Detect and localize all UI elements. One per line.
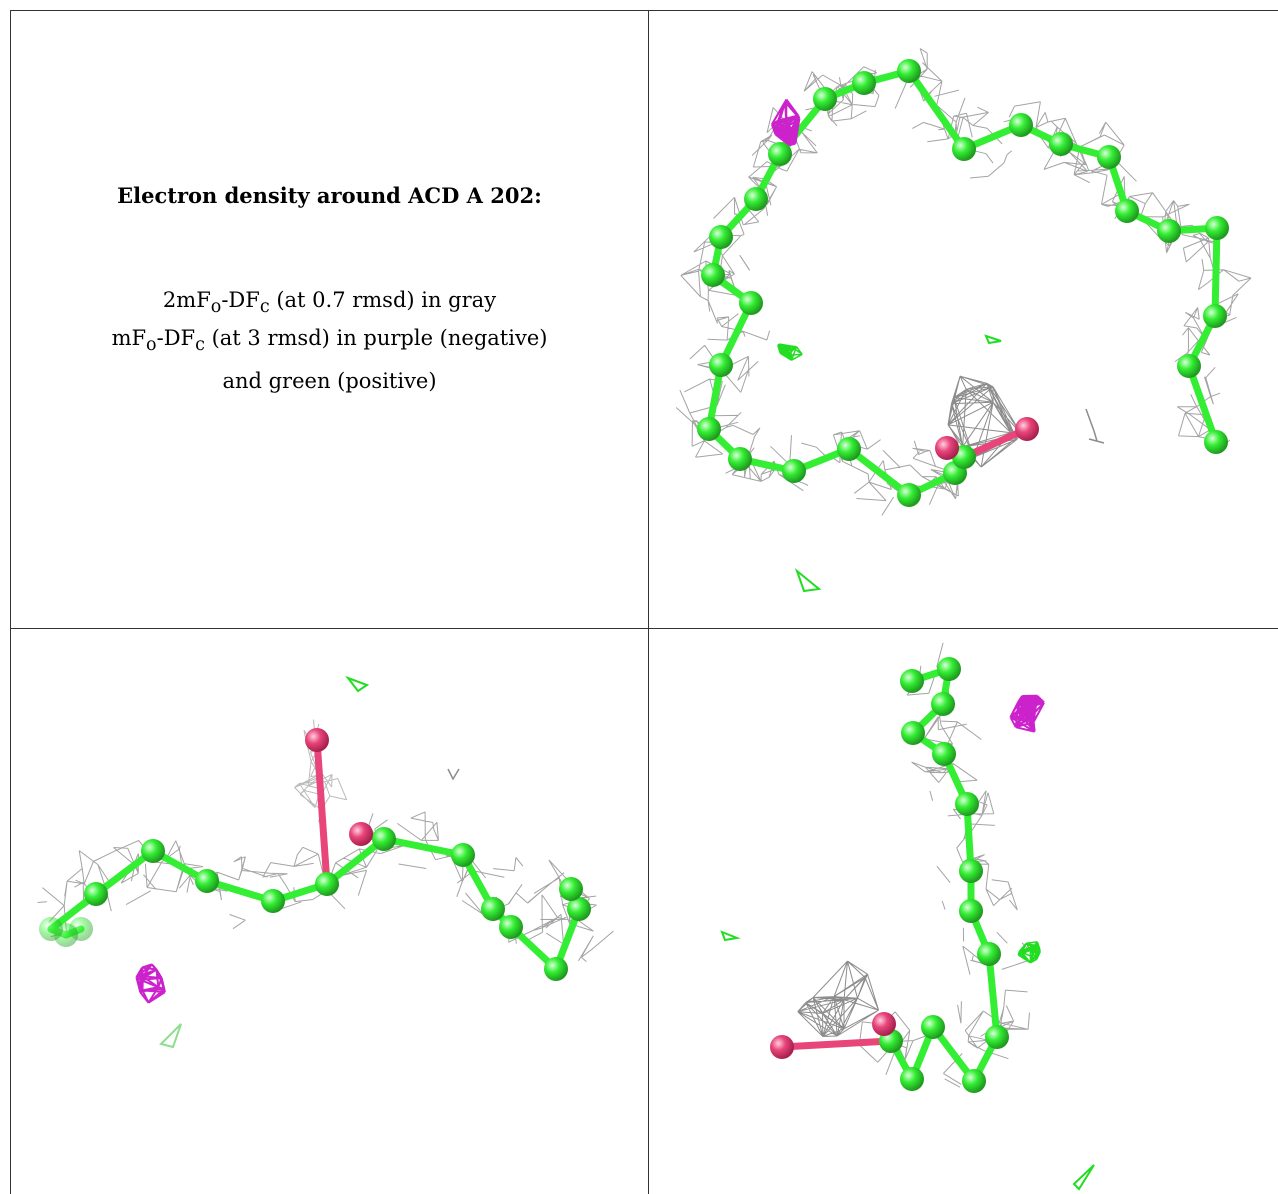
density-render-bottom-right [720, 642, 1095, 1191]
carbon-atom [852, 71, 876, 95]
view-bottom-right [649, 629, 1278, 1194]
carbon-atom [701, 263, 725, 287]
carbon-atom [900, 1067, 924, 1091]
carbon-atom [921, 1015, 945, 1039]
carbon-atom [897, 59, 921, 83]
mesh-fofc-negative [1009, 694, 1045, 733]
mesh-fofc-positive [159, 1023, 182, 1049]
ligand-acd-a-202 [697, 59, 1229, 507]
carbon-atom [1009, 113, 1033, 137]
caption-line-fofc: mFo-DFc (at 3 rmsd) in purple (negative) [111, 326, 548, 356]
caption-line-2fofc: 2mFo-DFc (at 0.7 rmsd) in gray [162, 288, 497, 318]
density-render-bottom-left [37, 675, 614, 1049]
carbon-atom [739, 291, 763, 315]
carbon-atom [897, 483, 921, 507]
carbon-atom [955, 792, 979, 816]
carbon-bond [1211, 224, 1221, 320]
carbon-atom [1203, 304, 1227, 328]
carbon-atom [567, 897, 591, 921]
mesh-2fofc-fragment [447, 768, 460, 781]
carbon-atom [782, 459, 806, 483]
carbon-atom [977, 942, 1001, 966]
carbon-atom [1177, 354, 1201, 378]
oxygen-atom [770, 1035, 794, 1059]
mesh-fofc-positive [345, 675, 370, 693]
oxygen-bond [778, 1037, 895, 1051]
oxygen-atom [872, 1012, 896, 1036]
carbon-atom [744, 187, 768, 211]
carbon-atom [499, 915, 523, 939]
mesh-fofc-positive [777, 343, 803, 361]
carbon-atom [141, 839, 165, 863]
carbon-atom [84, 882, 108, 906]
oxygen-atom [935, 436, 959, 460]
mesh-fofc-positive [984, 334, 1002, 345]
carbon-atom [481, 897, 505, 921]
carbon-atom [1205, 216, 1229, 240]
mesh-2fofc-fragment [1085, 408, 1105, 444]
carbon-atom [709, 353, 733, 377]
carbon-bond [380, 835, 467, 859]
carbon-atom [195, 869, 219, 893]
table-vertical-divider [648, 10, 649, 1194]
mesh-fofc-positive [720, 930, 741, 942]
caption-line-colors: and green (positive) [222, 369, 437, 393]
carbon-atom [544, 957, 568, 981]
view-bottom-left [11, 629, 648, 1194]
mesh-2fofc-head [797, 960, 880, 1037]
carbon-atom [952, 137, 976, 161]
mesh-fofc-positive [794, 567, 822, 593]
carbon-atom [900, 669, 924, 693]
carbon-bond [1185, 362, 1220, 446]
carbon-atom [372, 827, 396, 851]
carbon-atom [813, 87, 837, 111]
carbon-atom [451, 843, 475, 867]
oxygen-atom [1015, 417, 1039, 441]
ligand-acd-a-202 [770, 657, 1009, 1093]
carbon-atom [1157, 219, 1181, 243]
carbon-atom [315, 872, 339, 896]
oxygen-atom [305, 728, 329, 752]
carbon-atom [39, 917, 63, 941]
carbon-bond [323, 835, 388, 888]
carbon-atom [1097, 145, 1121, 169]
carbon-atom [728, 447, 752, 471]
carbon-atom [261, 889, 285, 913]
carbon-atom [901, 721, 925, 745]
carbon-bond [985, 950, 1001, 1041]
carbon-atom [1049, 132, 1073, 156]
ligand-acd-a-202 [39, 728, 591, 981]
carbon-bond [905, 67, 968, 153]
carbon-atom [937, 657, 961, 681]
caption-title: Electron density around ACD A 202: [117, 183, 542, 208]
carbon-atom [931, 692, 955, 716]
caption-cell: Electron density around ACD A 202: 2mFo-… [11, 11, 648, 628]
carbon-atom [962, 1069, 986, 1093]
density-render-top [675, 48, 1252, 593]
carbon-atom [559, 877, 583, 901]
oxygen-bond [313, 736, 331, 888]
carbon-atom [1204, 430, 1228, 454]
carbon-atom [985, 1025, 1009, 1049]
carbon-atom [768, 142, 792, 166]
carbon-atom [959, 899, 983, 923]
oxygen-atom [349, 822, 373, 846]
carbon-atom [709, 225, 733, 249]
carbon-atom [932, 742, 956, 766]
view-top-right [649, 11, 1278, 628]
carbon-atom [959, 859, 983, 883]
mesh-fofc-positive [1072, 1164, 1095, 1191]
mesh-fofc-negative [135, 963, 166, 1004]
carbon-bond [845, 445, 913, 499]
mesh-fofc-negative [770, 98, 801, 147]
carbon-atom [1115, 199, 1139, 223]
carbon-atom [837, 437, 861, 461]
carbon-atom [697, 417, 721, 441]
table-horizontal-divider [10, 628, 1278, 629]
figure-table-frame [10, 10, 1278, 1194]
mesh-fofc-positive [1017, 941, 1041, 964]
